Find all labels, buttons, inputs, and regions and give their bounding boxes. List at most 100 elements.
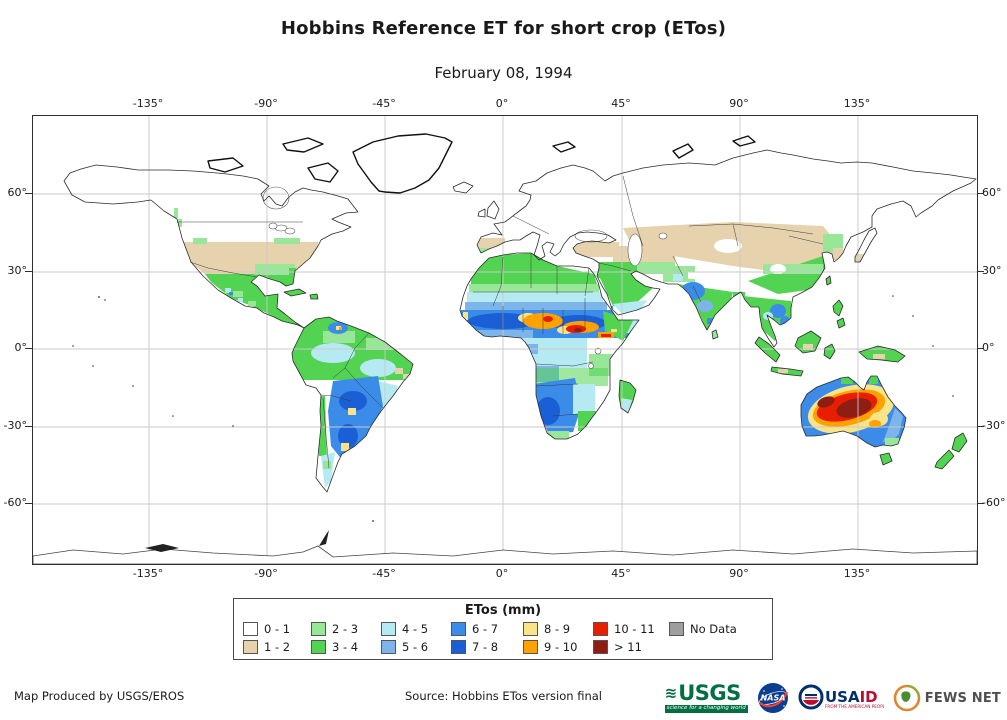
- page-title: Hobbins Reference ET for short crop (ETo…: [280, 18, 727, 39]
- x-tick-label: 0°: [495, 567, 509, 580]
- legend-label: 5 - 6: [402, 640, 429, 654]
- x-tick-label: -90°: [254, 567, 278, 580]
- x-tick-label: 0°: [495, 97, 509, 110]
- data-japan: [855, 254, 865, 262]
- y-tick-label: 0°: [982, 341, 995, 354]
- legend-swatch: [593, 640, 608, 654]
- x-tick-label: -45°: [372, 97, 396, 110]
- legend-item: 1 - 2: [243, 638, 311, 656]
- y-tick-label: 0°: [14, 341, 28, 354]
- usgs-logo-text: USGS: [678, 681, 741, 706]
- legend-item: 10 - 11: [593, 620, 669, 638]
- legend-item: 3 - 4: [311, 638, 381, 656]
- legend-item: 7 - 8: [451, 638, 523, 656]
- legend-label: 0 - 1: [264, 622, 291, 636]
- legend-item: 2 - 3: [311, 620, 381, 638]
- x-tick-label: 90°: [729, 97, 749, 110]
- fewsnet-logo-text: FEWS NET: [924, 690, 1001, 706]
- tick-mark: [25, 503, 32, 505]
- data-africa: [461, 253, 639, 439]
- usaid-tagline: FROM THE AMERICAN PEOPLE: [825, 704, 884, 709]
- x-tick-label: -45°: [372, 567, 396, 580]
- fewsnet-logo: FEWS NET: [893, 684, 1001, 712]
- legend-label: 2 - 3: [332, 622, 359, 636]
- legend-swatch: [311, 640, 326, 654]
- legend-box: ETos (mm) 0 - 1 1 - 2 2 - 3 3 - 4 4 - 5 …: [233, 598, 773, 660]
- tick-mark: [977, 193, 984, 195]
- legend-label: 6 - 7: [472, 622, 499, 636]
- legend-label: 9 - 10: [544, 640, 578, 654]
- x-tick-label: -135°: [132, 567, 164, 580]
- legend-grid: 0 - 1 1 - 2 2 - 3 3 - 4 4 - 5 5 - 6 6 - …: [234, 620, 772, 656]
- legend-item: 9 - 10: [523, 638, 593, 656]
- legend-swatch: [311, 622, 326, 636]
- tick-mark: [977, 271, 984, 273]
- x-tick-label: 135°: [843, 97, 871, 110]
- country-borders: [177, 175, 824, 469]
- produced-by-text: Map Produced by USGS/EROS: [14, 689, 185, 703]
- legend-swatch: [593, 622, 608, 636]
- svg-text:USAID: USAID: [825, 688, 878, 706]
- legend-title: ETos (mm): [464, 603, 542, 618]
- x-tick-label: 45°: [611, 97, 631, 110]
- y-tick-label: -60°: [982, 496, 1006, 509]
- page-subtitle: February 08, 1994: [434, 64, 573, 82]
- legend-swatch: [243, 622, 258, 636]
- legend-swatch: [451, 640, 466, 654]
- x-tick-label: 135°: [843, 567, 871, 580]
- usaid-logo-text-usa: USA: [825, 688, 860, 706]
- tick-mark: [977, 426, 984, 428]
- legend-item: 0 - 1: [243, 620, 311, 638]
- legend-label: 3 - 4: [332, 640, 359, 654]
- tick-mark: [25, 193, 32, 195]
- usgs-wave-icon: ≋: [664, 684, 678, 703]
- y-tick-label: 30°: [982, 264, 1002, 277]
- legend-item: > 11: [593, 638, 669, 656]
- legend-item: 6 - 7: [451, 620, 523, 638]
- data-islands: [778, 344, 885, 373]
- legend-swatch: [669, 622, 684, 636]
- y-tick-label: 30°: [7, 264, 28, 277]
- x-tick-label: -135°: [132, 97, 164, 110]
- legend-swatch: [381, 622, 396, 636]
- tick-mark: [25, 426, 32, 428]
- source-text: Source: Hobbins ETos version final: [404, 689, 602, 703]
- legend-swatch: [381, 640, 396, 654]
- partner-logos: ≋ USGS science for a changing world NASA…: [664, 678, 1001, 718]
- map-frame: [32, 115, 978, 565]
- legend-item: 8 - 9: [523, 620, 593, 638]
- tick-mark: [977, 348, 984, 350]
- x-tick-label: 45°: [611, 567, 631, 580]
- legend-label: 10 - 11: [614, 622, 655, 636]
- world-map: [32, 116, 978, 565]
- coastlines: [63, 149, 977, 493]
- x-tick-label: 90°: [729, 567, 749, 580]
- tick-mark: [25, 271, 32, 273]
- legend-label: 8 - 9: [544, 622, 571, 636]
- usgs-tagline: science for a changing world: [664, 705, 748, 713]
- usaid-logo-text-id: ID: [859, 688, 877, 706]
- legend-label: 7 - 8: [472, 640, 499, 654]
- y-tick-label: -30°: [3, 419, 27, 432]
- usaid-logo: USAID FROM THE AMERICAN PEOPLE: [798, 684, 884, 710]
- island-specks: [72, 295, 954, 522]
- legend-label: 4 - 5: [402, 622, 429, 636]
- legend-item: No Data: [669, 620, 749, 638]
- legend-label: > 11: [614, 640, 642, 654]
- legend-swatch: [523, 622, 538, 636]
- y-tick-label: 60°: [7, 186, 28, 199]
- y-tick-label: -60°: [3, 496, 27, 509]
- data-australia: [801, 376, 906, 447]
- antarctica: [32, 530, 978, 565]
- legend-swatch: [243, 640, 258, 654]
- legend-label: 1 - 2: [264, 640, 291, 654]
- nasa-logo: NASA: [757, 683, 788, 713]
- legend-item: 5 - 6: [381, 638, 451, 656]
- tick-mark: [977, 503, 984, 505]
- nasa-logo-text: NASA: [760, 694, 785, 703]
- usgs-logo: ≋ USGS science for a changing world: [664, 681, 748, 713]
- grid-lines: [33, 116, 977, 564]
- arctic-coasts: [207, 133, 756, 194]
- legend-swatch: [451, 622, 466, 636]
